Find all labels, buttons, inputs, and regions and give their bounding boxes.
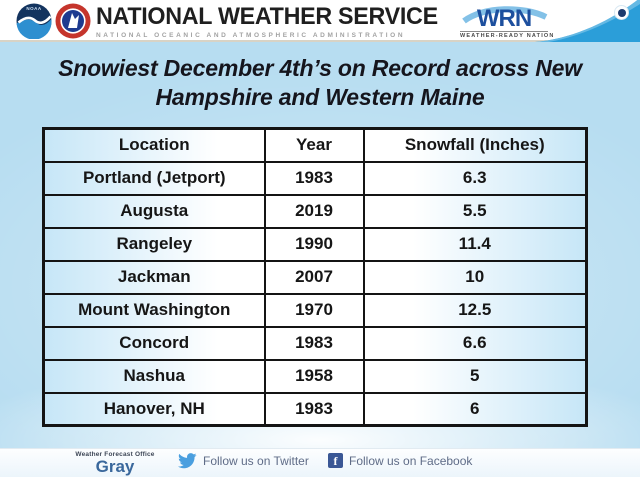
- facebook-follow-link[interactable]: f Follow us on Facebook: [328, 453, 472, 468]
- cell-snowfall: 12.5: [362, 292, 588, 328]
- table-header-row: Location Year Snowfall (Inches): [42, 127, 588, 163]
- cell-location: Augusta: [42, 193, 266, 229]
- graphic-title-line1: Snowiest December 4th’s on Record across…: [58, 55, 582, 81]
- col-header-snowfall: Snowfall (Inches): [362, 127, 588, 163]
- cell-year: 1958: [263, 358, 365, 394]
- wrn-logo-icon: WRN: [462, 5, 548, 31]
- facebook-follow-label: Follow us on Facebook: [349, 453, 473, 468]
- cell-location: Mount Washington: [42, 292, 266, 328]
- cell-snowfall: 5: [362, 358, 588, 394]
- table-row: Mount Washington 1970 12.5: [42, 292, 588, 328]
- nws-brand-title: NATIONAL WEATHER SERVICE: [96, 3, 438, 30]
- blue-swoosh-decoration: [535, 0, 640, 42]
- table-row: Concord 1983 6.6: [42, 325, 588, 361]
- cell-location: Nashua: [42, 358, 266, 394]
- footer-bar: Weather Forecast Office Gray Follow us o…: [0, 448, 640, 477]
- cell-snowfall: 5.5: [362, 193, 588, 229]
- nws-seal-icon: [55, 3, 91, 39]
- office-name: Gray: [95, 457, 135, 476]
- cell-snowfall: 11.4: [362, 226, 588, 262]
- table-row: Portland (Jetport) 1983 6.3: [42, 160, 588, 196]
- cell-location: Rangeley: [42, 226, 266, 262]
- wrn-subtitle-label: WEATHER-READY NATION: [460, 31, 555, 39]
- header-bar: NOAA NATIONAL WEATHER SERVICE NATIONAL O…: [0, 0, 640, 42]
- cell-snowfall: 6.3: [362, 160, 588, 196]
- cell-year: 1990: [263, 226, 365, 262]
- col-header-location: Location: [42, 127, 266, 163]
- table-row: Augusta 2019 5.5: [42, 193, 588, 229]
- cell-location: Portland (Jetport): [42, 160, 266, 196]
- cell-year: 2007: [263, 259, 365, 295]
- office-block: Weather Forecast Office Gray: [50, 451, 180, 477]
- wrn-acronym-label: WRN: [477, 5, 531, 31]
- graphic-title-line2: Hampshire and Western Maine: [155, 84, 485, 111]
- graphic-body: Snowiest December 4th’s on Record across…: [0, 44, 640, 448]
- cell-location: Hanover, NH: [42, 391, 266, 427]
- snowfall-table: Location Year Snowfall (Inches) Portland…: [42, 127, 588, 427]
- brand-block: NATIONAL WEATHER SERVICE NATIONAL OCEANI…: [96, 3, 438, 39]
- cell-year: 2019: [263, 193, 365, 229]
- cell-year: 1983: [263, 391, 365, 427]
- cell-year: 1983: [263, 325, 365, 361]
- cell-year: 1983: [263, 160, 365, 196]
- cell-location: Concord: [42, 325, 266, 361]
- table-row: Jackman 2007 10: [42, 259, 588, 295]
- facebook-f-glyph: f: [333, 454, 338, 468]
- commerce-seal-icon: [614, 5, 629, 20]
- twitter-follow-link[interactable]: Follow us on Twitter: [178, 453, 309, 469]
- office-label: Weather Forecast Office: [75, 451, 155, 458]
- cell-year: 1970: [263, 292, 365, 328]
- commerce-seal-emblem: [617, 8, 626, 17]
- table-row: Hanover, NH 1983 6: [42, 391, 588, 427]
- twitter-follow-label: Follow us on Twitter: [203, 454, 309, 468]
- facebook-f-icon: f: [328, 453, 343, 468]
- cell-snowfall: 6.6: [362, 325, 588, 361]
- noaa-acronym-label: NOAA: [26, 6, 42, 11]
- col-header-year: Year: [263, 127, 365, 163]
- graphic-title: Snowiest December 4th’s on Record across…: [0, 44, 640, 112]
- table-row: Nashua 1958 5: [42, 358, 588, 394]
- cell-snowfall: 6: [362, 391, 588, 427]
- cell-location: Jackman: [42, 259, 266, 295]
- twitter-bird-icon: [178, 453, 197, 469]
- wrn-logo: WRN WEATHER-READY NATION: [460, 4, 555, 39]
- noaa-logo-icon: [16, 3, 52, 39]
- noaa-brand-subtitle: NATIONAL OCEANIC AND ATMOSPHERIC ADMINIS…: [96, 32, 406, 39]
- cell-snowfall: 10: [362, 259, 588, 295]
- table-row: Rangeley 1990 11.4: [42, 226, 588, 262]
